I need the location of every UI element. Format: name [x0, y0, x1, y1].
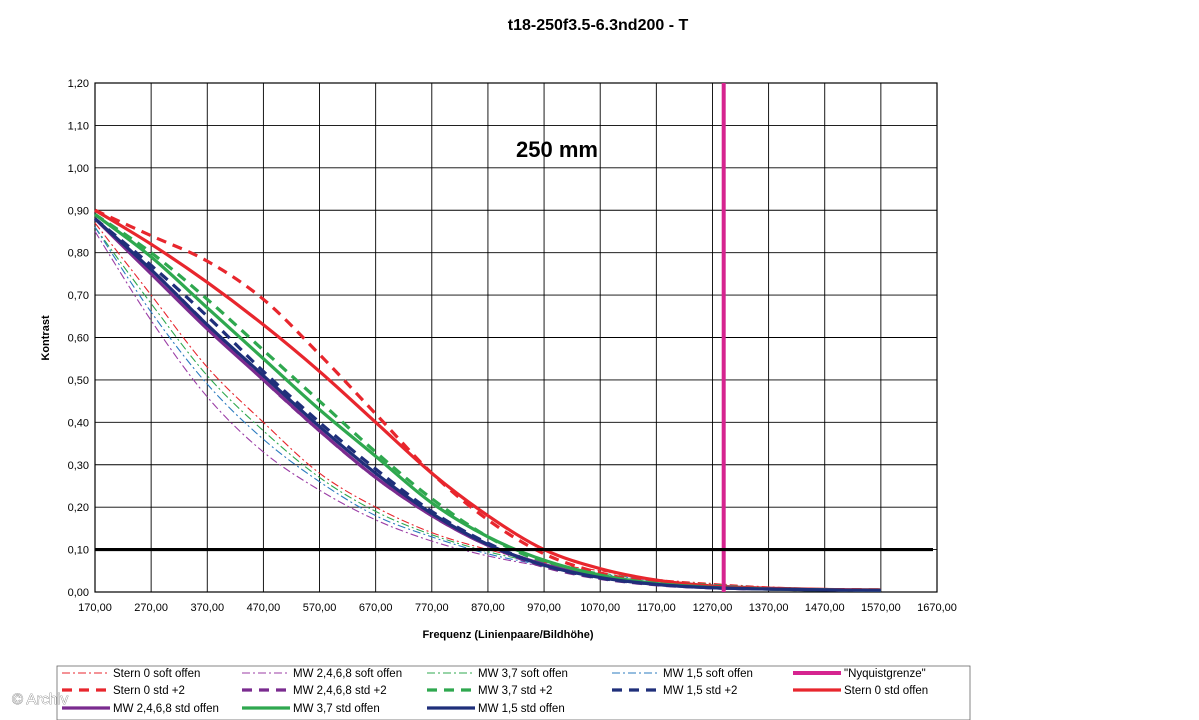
x-tick-label: 1270,00: [693, 602, 733, 614]
legend-label: MW 2,4,6,8 std offen: [113, 703, 219, 715]
legend-label: MW 2,4,6,8 soft offen: [293, 668, 402, 680]
y-tick-label: 0,00: [68, 587, 89, 599]
y-tick-label: 0,30: [68, 460, 89, 472]
series-layer: [93, 208, 881, 592]
y-tick-label: 0,60: [68, 333, 89, 345]
x-tick-label: 1170,00: [637, 602, 676, 614]
grid-layer: [94, 82, 938, 593]
chart-title: t18-250f3.5-6.3nd200 - T: [508, 17, 689, 34]
x-tick-label: 270,00: [134, 602, 168, 614]
x-tick-label: 670,00: [359, 602, 393, 614]
x-tick-label: 1670,00: [917, 602, 957, 614]
y-tick-label: 0,50: [68, 375, 89, 387]
x-tick-label: 770,00: [415, 602, 449, 614]
x-tick-label: 1470,00: [805, 602, 845, 614]
y-tick-label: 0,10: [68, 545, 89, 557]
legend-label: MW 3,7 std +2: [478, 685, 552, 697]
y-tick-label: 0,90: [68, 205, 89, 217]
x-tick-label: 570,00: [303, 602, 337, 614]
x-tick-label: 870,00: [471, 602, 505, 614]
y-tick-label: 0,40: [68, 417, 89, 429]
series-line-mw-1-5-std-offen: [93, 217, 881, 592]
legend-label: Stern 0 soft offen: [113, 668, 200, 680]
y-tick-label: 1,10: [68, 120, 89, 132]
x-tick-label: 1070,00: [580, 602, 620, 614]
focal-length-annotation: 250 mm: [516, 137, 598, 162]
y-tick-label: 0,70: [68, 290, 89, 302]
legend-label: Stern 0 std offen: [844, 685, 928, 697]
y-tick-label: 0,80: [68, 248, 89, 260]
reference-layer: [95, 83, 933, 592]
x-tick-label: 1570,00: [861, 602, 901, 614]
tick-labels: 170,00 270,00 370,00 470,00 570,00 670,00 770,…: [68, 78, 957, 614]
y-tick-label: 1,00: [68, 163, 89, 175]
legend-label: MW 1,5 std offen: [478, 703, 565, 715]
x-tick-label: 470,00: [247, 602, 281, 614]
y-axis-label: Kontrast: [40, 315, 52, 361]
series-line-stern-0-soft-offen: [94, 222, 881, 591]
x-tick-label: 170,00: [78, 602, 112, 614]
x-tick-label: 370,00: [190, 602, 224, 614]
x-axis-label: Frequenz (Linienpaare/Bildhöhe): [422, 629, 593, 641]
legend-label: "Nyquistgrenze": [844, 668, 926, 680]
legend-label: MW 3,7 std offen: [293, 703, 380, 715]
y-tick-label: 1,20: [68, 78, 89, 90]
legend-label: Stern 0 std +2: [113, 685, 185, 697]
legend-label: MW 1,5 std +2: [663, 685, 737, 697]
y-tick-label: 0,20: [68, 502, 89, 514]
copyright-watermark: © Archiv: [12, 691, 69, 708]
x-tick-label: 970,00: [527, 602, 561, 614]
legend-label: MW 1,5 soft offen: [663, 668, 753, 680]
legend-label: MW 2,4,6,8 std +2: [293, 685, 387, 697]
legend: Stern 0 soft offen MW 2,4,6,8 soft offen M…: [56, 665, 971, 720]
series-line-mw-1-5-soft-offen: [94, 226, 881, 591]
legend-label: MW 3,7 soft offen: [478, 668, 568, 680]
x-tick-label: 1370,00: [749, 602, 789, 614]
